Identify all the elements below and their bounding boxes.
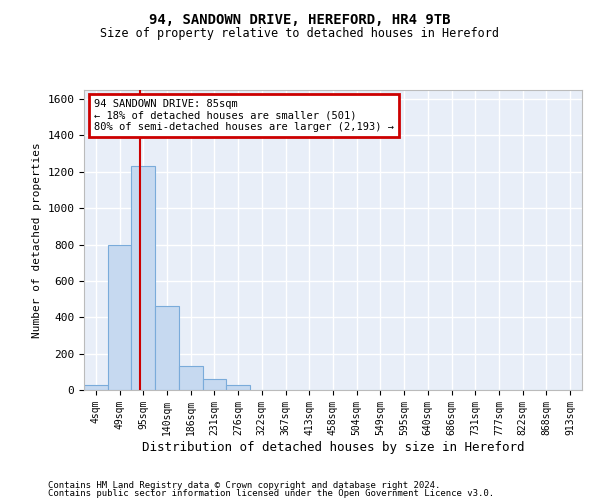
X-axis label: Distribution of detached houses by size in Hereford: Distribution of detached houses by size … bbox=[142, 440, 524, 454]
Y-axis label: Number of detached properties: Number of detached properties bbox=[32, 142, 42, 338]
Text: 94 SANDOWN DRIVE: 85sqm
← 18% of detached houses are smaller (501)
80% of semi-d: 94 SANDOWN DRIVE: 85sqm ← 18% of detache… bbox=[94, 99, 394, 132]
Text: 94, SANDOWN DRIVE, HEREFORD, HR4 9TB: 94, SANDOWN DRIVE, HEREFORD, HR4 9TB bbox=[149, 12, 451, 26]
Bar bbox=[155, 306, 179, 390]
Bar bbox=[108, 244, 131, 390]
Text: Size of property relative to detached houses in Hereford: Size of property relative to detached ho… bbox=[101, 28, 499, 40]
Bar bbox=[131, 166, 155, 390]
Text: Contains public sector information licensed under the Open Government Licence v3: Contains public sector information licen… bbox=[48, 489, 494, 498]
Text: Contains HM Land Registry data © Crown copyright and database right 2024.: Contains HM Land Registry data © Crown c… bbox=[48, 480, 440, 490]
Bar bbox=[179, 366, 203, 390]
Bar bbox=[84, 384, 108, 390]
Bar bbox=[226, 384, 250, 390]
Bar bbox=[203, 379, 226, 390]
